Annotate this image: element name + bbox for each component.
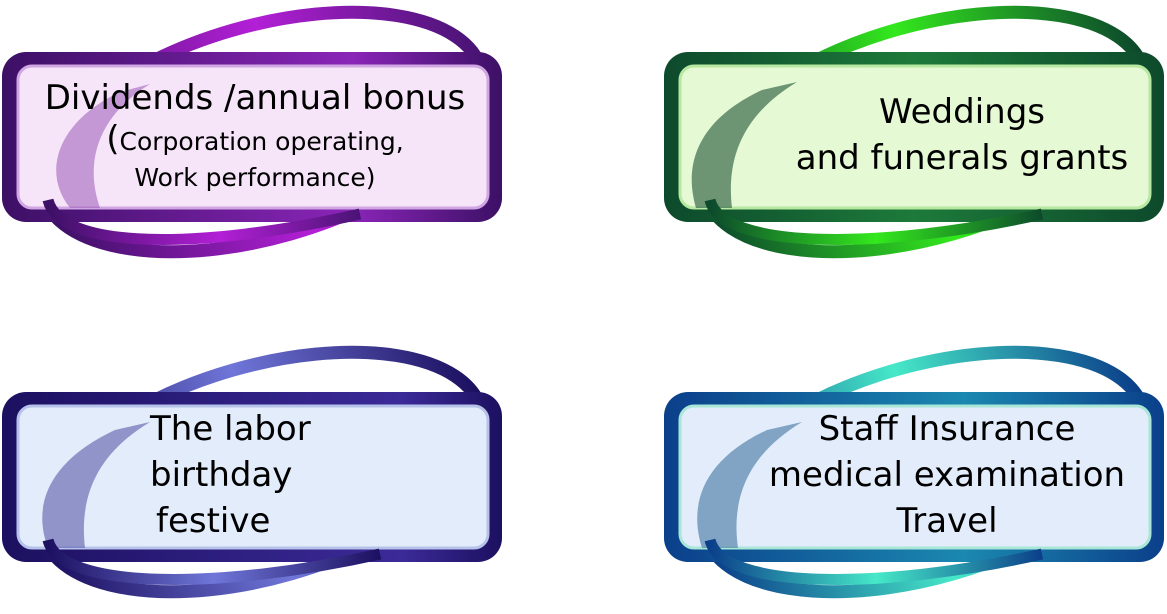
card-weddings: Weddings and funerals grants [662,0,1167,259]
ring-front [704,538,1044,585]
card-weddings-graphic [664,5,1164,259]
dividends-title: Dividends /annual bonus [44,77,466,118]
dividends-detail-2: Work performance) [20,160,490,196]
dividends-detail-2-text: Work performance [134,162,366,192]
weddings-line-1: Weddings [879,92,1045,132]
card-dividends-graphic [2,5,502,259]
ring-stripe [56,84,150,208]
panel [16,404,490,550]
ring-front [42,538,382,585]
panel [678,404,1152,550]
weddings-line-2: and funerals grants [795,138,1129,178]
dividends-detail-1-text: Corporation operating, [119,126,404,156]
ring-stripe [42,422,150,548]
ring-stripe [697,422,802,548]
ring-front [704,198,1044,245]
card-dividends-text: Dividends /annual bonus (Corporation ope… [20,65,490,205]
ring-stripe [691,82,797,208]
card-labor-graphic [2,345,502,599]
card-labor: The labor birthday festive [0,340,520,599]
card-dividends: Dividends /annual bonus (Corporation ope… [0,0,520,259]
labor-line-2: birthday [150,455,293,495]
panel [16,64,490,210]
staff-line-1: Staff Insurance [818,409,1076,449]
paren-open: ( [106,118,120,159]
ring-front [42,198,362,245]
card-staff-graphic [664,345,1164,599]
labor-line-3: festive [156,501,271,541]
panel [678,64,1152,210]
card-labor-text: The labor birthday festive [20,405,500,545]
card-staff: Staff Insurance medical examination Trav… [662,340,1167,599]
card-staff-text: Staff Insurance medical examination Trav… [717,405,1167,545]
paren-close: ) [365,162,376,192]
card-weddings-text: Weddings and funerals grants [752,65,1167,205]
staff-line-2: medical examination [768,455,1126,495]
staff-line-3: Travel [896,501,998,541]
dividends-detail-1: (Corporation operating, [20,121,490,160]
labor-line-1: The labor [150,409,311,449]
